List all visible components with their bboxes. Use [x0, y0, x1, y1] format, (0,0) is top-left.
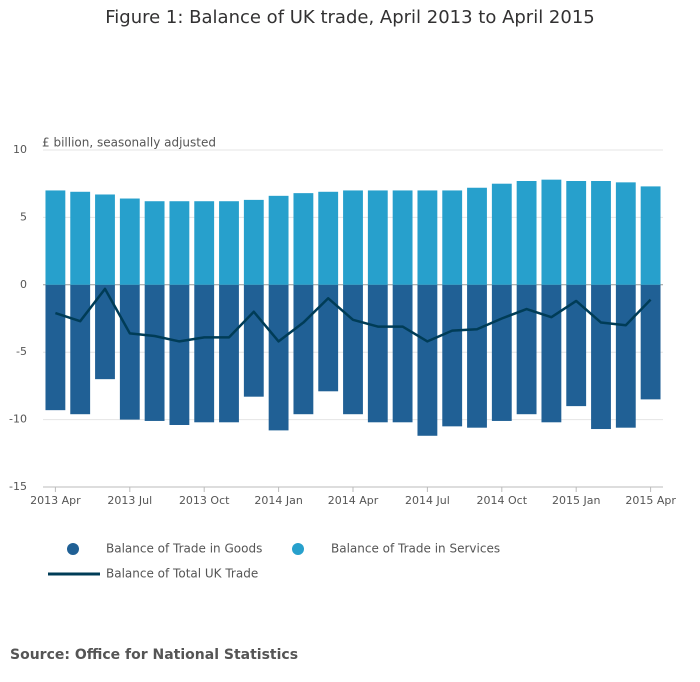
x-tick-label: 2015 Jan [552, 494, 600, 507]
y-tick-label: -10 [9, 413, 27, 426]
bar [516, 284, 537, 415]
bar [442, 284, 463, 427]
bar [268, 284, 289, 431]
x-tick-label: 2014 Jan [254, 494, 302, 507]
bar [491, 284, 512, 421]
bar [591, 181, 611, 285]
x-tick-label: 2014 Apr [328, 494, 379, 507]
bar [615, 182, 636, 285]
x-tick-label: 2015 Apr [625, 494, 676, 507]
bar [467, 284, 487, 428]
bar [640, 186, 661, 285]
bar [417, 284, 438, 436]
y-tick-label: -15 [9, 480, 27, 493]
bar [169, 201, 190, 285]
bar [144, 201, 165, 285]
legend-label: Balance of Total UK Trade [106, 567, 258, 581]
bar [95, 284, 115, 380]
bar [144, 284, 165, 421]
legend-marker [292, 543, 304, 555]
bar [640, 284, 661, 400]
bar [95, 194, 115, 285]
y-tick-label: 5 [20, 210, 27, 223]
bar [541, 179, 562, 285]
bar [243, 284, 264, 397]
bar [318, 191, 339, 285]
bar [516, 181, 537, 285]
bar [219, 284, 239, 423]
bar [293, 284, 314, 415]
legend-marker [67, 543, 79, 555]
bar [566, 284, 587, 407]
bar [119, 284, 140, 420]
bar [268, 195, 289, 285]
bar [417, 190, 438, 285]
x-tick-label: 2013 Jul [107, 494, 152, 507]
legend-label: Balance of Trade in Goods [106, 542, 262, 556]
source: Source: Office for National Statistics [10, 647, 298, 663]
bar [591, 284, 611, 430]
bar [491, 183, 512, 285]
bar [367, 284, 388, 423]
x-tick-label: 2014 Oct [477, 494, 528, 507]
bar [615, 284, 636, 428]
bar [566, 181, 587, 285]
bar [194, 284, 215, 423]
x-tick-label: 2014 Jul [405, 494, 450, 507]
legend-label: Balance of Trade in Services [331, 542, 500, 556]
bar [45, 284, 66, 411]
y-tick-label: 10 [13, 143, 27, 156]
x-tick-label: 2013 Oct [179, 494, 230, 507]
bar [318, 284, 339, 392]
bar [219, 201, 239, 285]
bar [392, 284, 413, 423]
bar [169, 284, 190, 425]
bar [45, 190, 66, 285]
y-tick-label: -5 [16, 345, 27, 358]
bar [442, 190, 463, 285]
bar [367, 190, 388, 285]
chart-title: Figure 1: Balance of UK trade, April 201… [105, 7, 595, 28]
bar [541, 284, 562, 423]
bar [467, 187, 487, 285]
bar [293, 193, 314, 285]
bar [243, 199, 264, 285]
y-axis-label: £ billion, seasonally adjusted [42, 136, 216, 150]
y-tick-label: 0 [20, 278, 27, 291]
bar [119, 198, 140, 285]
line [55, 287, 652, 343]
bar [70, 284, 91, 415]
x-tick-label: 2013 Apr [30, 494, 81, 507]
bar [343, 284, 363, 415]
bar [343, 190, 363, 285]
bar [194, 201, 215, 285]
bar [392, 190, 413, 285]
bar [70, 191, 91, 285]
